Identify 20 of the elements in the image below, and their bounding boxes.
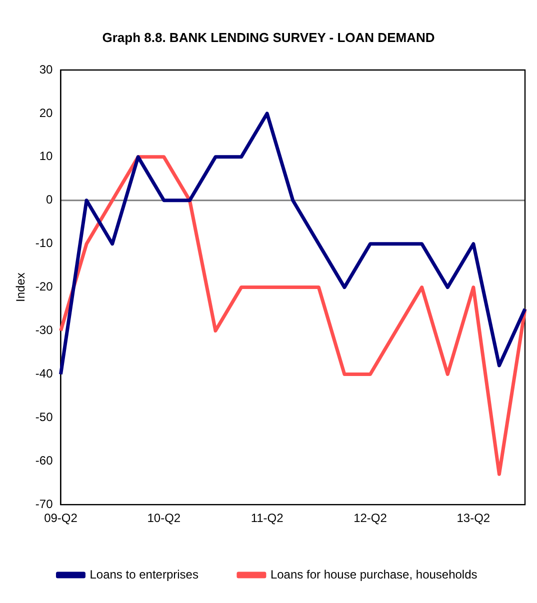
x-tick-label: 09-Q2: [44, 511, 78, 526]
x-tick-label: 13-Q2: [456, 511, 490, 526]
legend-label: Loans to enterprises: [90, 567, 198, 582]
x-tick-label: 10-Q2: [147, 511, 181, 526]
y-tick-label: 20: [39, 106, 54, 120]
y-tick-label: 30: [39, 62, 54, 76]
chart-title: Graph 8.8. BANK LENDING SURVEY - LOAN DEMAND: [101, 30, 436, 45]
y-tick-label: -10: [35, 236, 54, 250]
y-tick-label: 10: [39, 149, 54, 164]
y-tick-label: -70: [35, 496, 54, 511]
y-axis-title: Index: [14, 272, 28, 302]
y-tick-label: -20: [35, 280, 54, 294]
y-tick-label: -30: [35, 323, 54, 338]
y-tick-label: -50: [35, 410, 54, 424]
y-tick-label: 0: [46, 192, 54, 207]
y-tick-label: -40: [35, 366, 54, 381]
x-tick-label: 11-Q2: [250, 511, 284, 526]
x-tick-label: 12-Q2: [354, 511, 388, 526]
legend-label: Loans for house purchase, households: [270, 567, 478, 582]
y-tick-label: -60: [35, 453, 54, 468]
